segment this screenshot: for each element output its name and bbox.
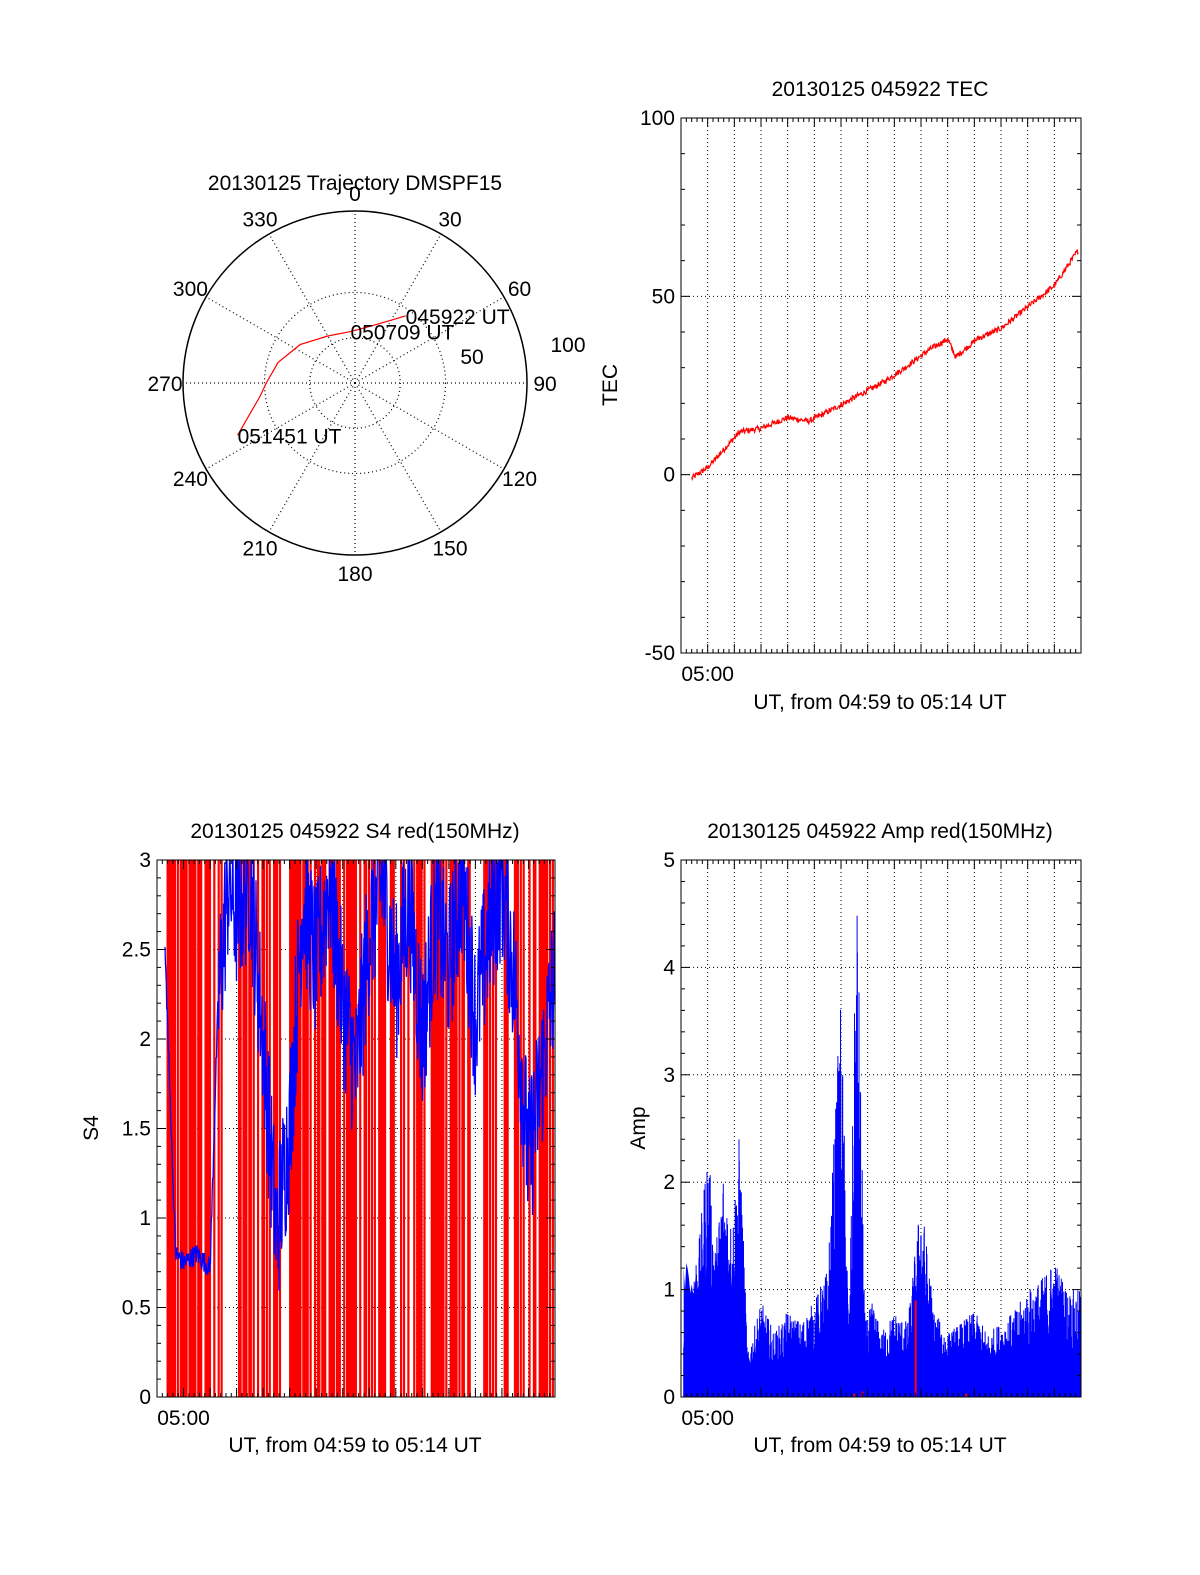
- tec-title: 20130125 045922 TEC: [772, 78, 989, 101]
- polar-azimuth-label: 180: [337, 563, 372, 586]
- amp-xlabel: UT, from 04:59 to 05:14 UT: [753, 1434, 1006, 1457]
- polar-spoke: [354, 382, 442, 533]
- polar-azimuth-label: 120: [502, 468, 537, 491]
- polar-radial-label: 50: [460, 346, 483, 369]
- tec-plot-frame: [680, 117, 1082, 654]
- amp-blue-band: [683, 1262, 1081, 1397]
- tec-series-line: [691, 249, 1079, 482]
- s4-ytick-label: 1: [139, 1207, 151, 1230]
- polar-azimuth-label: 60: [508, 278, 531, 301]
- amp-xtick-label: 05:00: [681, 1407, 734, 1430]
- s4-ytick-label: 3: [139, 849, 151, 872]
- polar-time-annotation: 051451 UT: [238, 425, 342, 448]
- polar-spoke: [205, 296, 356, 384]
- tec-ytick-label: 100: [640, 107, 675, 130]
- polar-trajectory-line: [237, 315, 406, 436]
- tec-ylabel: TEC: [599, 364, 622, 406]
- polar-azimuth-label: 240: [173, 468, 208, 491]
- polar-spoke: [268, 382, 356, 533]
- s4-ylabel: S4: [80, 1115, 103, 1141]
- amp-title: 20130125 045922 Amp red(150MHz): [707, 820, 1053, 843]
- polar-azimuth-label: 330: [242, 208, 277, 231]
- tec-ytick-label: 0: [663, 464, 675, 487]
- s4-chart: 20130125 045922 S4 red(150MHz) UT, from …: [80, 820, 556, 1457]
- polar-spoke: [205, 382, 356, 470]
- amp-plot-frame: [680, 859, 1082, 1398]
- polar-azimuth-label: 150: [432, 538, 467, 561]
- s4-ytick-label: 1.5: [122, 1118, 151, 1141]
- polar-radial-label: 100: [550, 334, 585, 357]
- polar-azimuth-label: 90: [533, 373, 556, 396]
- polar-outer-circle: [182, 210, 528, 556]
- polar-spoke: [354, 382, 505, 470]
- polar-time-annotation: 045922 UT: [406, 306, 510, 329]
- amp-ytick-label: 5: [663, 849, 675, 872]
- tec-ytick-label: 50: [652, 285, 675, 308]
- s4-ytick-label: 2.5: [122, 939, 151, 962]
- s4-ytick-label: 0: [139, 1386, 151, 1409]
- polar-spoke: [354, 233, 442, 384]
- trajectory-title: 20130125 Trajectory DMSPF15: [208, 172, 502, 195]
- polar-grid-circle: [309, 337, 401, 429]
- s4-xtick-label: 05:00: [157, 1407, 210, 1430]
- s4-title: 20130125 045922 S4 red(150MHz): [190, 820, 519, 843]
- amp-ytick-label: 1: [663, 1279, 675, 1302]
- amp-ytick-label: 3: [663, 1064, 675, 1087]
- amp-ytick-label: 4: [663, 956, 675, 979]
- trajectory-polar-chart: 0 30 60 90 120 150 180 210 240 270 300 330 50 100 0459…: [147, 172, 585, 586]
- polar-spoke: [354, 296, 505, 384]
- s4-ytick-label: 2: [139, 1028, 151, 1051]
- polar-azimuth-label: 270: [147, 373, 182, 396]
- amp-ytick-label: 0: [663, 1386, 675, 1409]
- polar-azimuth-label: 30: [438, 208, 461, 231]
- amp-chart: 20130125 045922 Amp red(150MHz) UT, from…: [627, 820, 1082, 1457]
- tec-chart: 20130125 045922 TEC UT, from 04:59 to 05…: [599, 78, 1082, 714]
- tec-xtick-label: 05:00: [681, 663, 734, 686]
- polar-spoke: [268, 233, 356, 384]
- polar-time-annotation: 050709 UT: [351, 322, 455, 345]
- polar-azimuth-label: 300: [173, 278, 208, 301]
- polar-azimuth-label: 210: [242, 538, 277, 561]
- tec-ytick-label: -50: [645, 642, 675, 665]
- amp-blue-spikes: [683, 915, 1082, 1397]
- s4-ytick-label: 0.5: [122, 1297, 151, 1320]
- amp-ylabel: Amp: [627, 1106, 650, 1149]
- tec-xlabel: UT, from 04:59 to 05:14 UT: [753, 691, 1006, 714]
- s4-xlabel: UT, from 04:59 to 05:14 UT: [228, 1434, 481, 1457]
- polar-grid-circle: [263, 291, 447, 475]
- polar-azimuth-label: 0: [349, 183, 361, 206]
- amp-ytick-label: 2: [663, 1171, 675, 1194]
